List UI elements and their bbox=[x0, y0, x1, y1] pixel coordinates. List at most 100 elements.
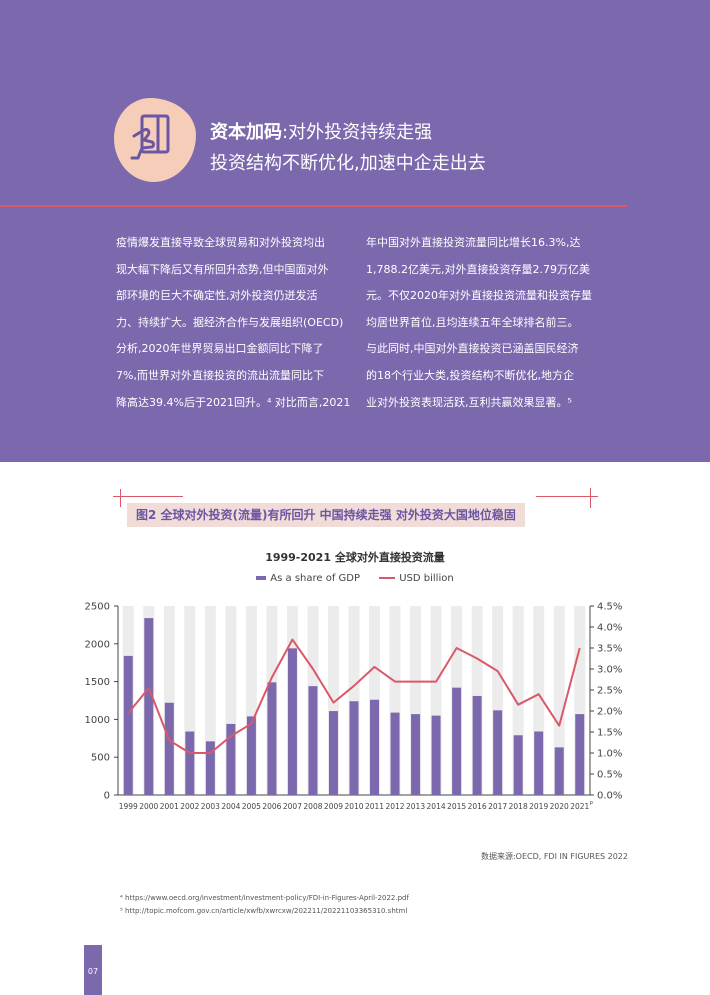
x-tick-label: 2000 bbox=[139, 802, 158, 811]
data-source: 数据来源:OECD, FDI IN FIGURES 2022 bbox=[480, 852, 628, 861]
x-tick-label: 2014 bbox=[427, 802, 446, 811]
body-line: 降高达39.4%后于2021回升。⁴ 对比而言,2021 bbox=[116, 395, 351, 409]
x-tick-label: 2020 bbox=[550, 802, 569, 811]
bar bbox=[349, 701, 359, 795]
bar bbox=[328, 711, 338, 795]
x-tick-label: 2009 bbox=[324, 802, 343, 811]
x-tick-label: 1999 bbox=[119, 802, 138, 811]
divider bbox=[0, 205, 627, 207]
column-stripe bbox=[410, 606, 422, 795]
column-stripe bbox=[574, 606, 586, 795]
body-line: 元。不仅2020年对外直接投资流量和投资存量 bbox=[366, 289, 592, 303]
column-stripe bbox=[184, 606, 196, 795]
deco-line bbox=[536, 496, 598, 497]
bar bbox=[144, 618, 154, 795]
bar bbox=[554, 747, 564, 795]
header-panel bbox=[0, 0, 710, 462]
deco-line bbox=[120, 489, 121, 507]
bar bbox=[472, 695, 482, 795]
body-text-right: 年中国对外直接投资流量同比增长16.3%,达 1,788.2亿美元,对外直接投资… bbox=[366, 230, 598, 416]
y-tick-label-right: 3.0% bbox=[597, 665, 622, 676]
y-tick-label-left: 1000 bbox=[85, 715, 110, 726]
x-tick-label: 2005 bbox=[242, 802, 261, 811]
body-line: 7%,而世界对外直接投资的流出流量同比下 bbox=[116, 368, 324, 382]
footnote: ⁴ https://www.oecd.org/investment/invest… bbox=[120, 894, 409, 902]
body-line: 1,788.2亿美元,对外直接投资存量2.79万亿美 bbox=[366, 262, 590, 276]
column-stripe bbox=[245, 606, 257, 795]
y-tick-label-left: 1500 bbox=[85, 677, 110, 688]
bar bbox=[205, 741, 215, 795]
bar bbox=[246, 716, 256, 795]
body-line: 业对外投资表现活跃,互利共赢效果显著。⁵ bbox=[366, 395, 572, 409]
x-tick-label: 2010 bbox=[344, 802, 363, 811]
x-tick-label: 2017 bbox=[488, 802, 507, 811]
x-tick-label: 2001 bbox=[160, 802, 179, 811]
column-stripe bbox=[389, 606, 401, 795]
column-stripe bbox=[163, 606, 175, 795]
column-stripe bbox=[225, 606, 237, 795]
bar bbox=[452, 687, 462, 795]
footnotes: ⁴ https://www.oecd.org/investment/invest… bbox=[120, 892, 409, 918]
bar bbox=[534, 731, 544, 795]
x-tick-suffix: p bbox=[590, 800, 593, 806]
chart-title: 1999-2021 全球对外直接投资流量 bbox=[265, 551, 445, 564]
column-stripe bbox=[204, 606, 216, 795]
x-tick-label: 2006 bbox=[262, 802, 281, 811]
figure-heading: 图2 全球对外投资(流量)有所回升 中国持续走强 对外投资大国地位稳固 bbox=[127, 503, 525, 527]
y-tick-label-right: 4.0% bbox=[597, 623, 622, 634]
deco-line bbox=[113, 496, 183, 497]
body-line: 年中国对外直接投资流量同比增长16.3%,达 bbox=[366, 236, 581, 249]
x-tick-label: 2015 bbox=[447, 802, 466, 811]
body-line: 疫情爆发直接导致全球贸易和对外投资均出 bbox=[116, 236, 325, 249]
title-rest: :对外投资持续走强 bbox=[282, 122, 433, 143]
page-number: 07 bbox=[87, 967, 99, 976]
bar bbox=[308, 686, 318, 795]
bar bbox=[575, 714, 585, 795]
column-stripe bbox=[348, 606, 360, 795]
legend-item-bar: As a share of GDP bbox=[256, 573, 360, 584]
y-tick-label-right: 0.5% bbox=[597, 770, 622, 781]
legend-label: USD billion bbox=[399, 573, 454, 584]
footnote: ⁵ http://topic.mofcom.gov.cn/article/xwf… bbox=[120, 907, 408, 915]
x-tick-label: 2004 bbox=[221, 802, 240, 811]
y-tick-label-right: 2.0% bbox=[597, 707, 622, 718]
x-tick-label: 2016 bbox=[468, 802, 487, 811]
x-tick-label: 2008 bbox=[303, 802, 322, 811]
x-tick-label: 2012 bbox=[385, 802, 404, 811]
y-tick-label-right: 3.5% bbox=[597, 644, 622, 655]
bar bbox=[164, 702, 174, 795]
bar bbox=[287, 648, 297, 795]
title-bold: 资本加码 bbox=[210, 122, 282, 143]
body-text-left: 疫情爆发直接导致全球贸易和对外投资均出 现大幅下降后又有所回升态势,但中国面对外… bbox=[116, 230, 351, 416]
x-tick-label: 2011 bbox=[365, 802, 384, 811]
column-stripe bbox=[553, 606, 565, 795]
body-line: 的18个行业大类,投资结构不断优化,地方企 bbox=[366, 368, 574, 382]
column-stripe bbox=[327, 606, 339, 795]
body-line: 均居世界首位,且均连续五年全球排名前三。 bbox=[366, 315, 579, 329]
y-tick-label-left: 500 bbox=[91, 753, 110, 764]
page-tab: 07 bbox=[84, 945, 102, 995]
bar bbox=[123, 655, 133, 795]
y-tick-label-right: 2.5% bbox=[597, 686, 622, 697]
deco-line bbox=[590, 488, 591, 508]
legend-swatch-line bbox=[379, 577, 396, 579]
x-tick-label: 2007 bbox=[283, 802, 302, 811]
x-tick-label: 2018 bbox=[509, 802, 528, 811]
x-tick-label: 2019 bbox=[529, 802, 548, 811]
series-line bbox=[127, 638, 581, 754]
x-tick-label: 2002 bbox=[180, 802, 199, 811]
column-stripe bbox=[533, 606, 545, 795]
x-tick-label: 2013 bbox=[406, 802, 425, 811]
bar bbox=[513, 735, 523, 795]
bar bbox=[431, 715, 441, 795]
y-tick-label-left: 2000 bbox=[85, 639, 110, 650]
y-tick-label-right: 0.0% bbox=[597, 791, 622, 802]
bar bbox=[267, 682, 277, 795]
legend-item-line: USD billion bbox=[379, 573, 454, 584]
body-line: 现大幅下降后又有所回升态势,但中国面对外 bbox=[116, 262, 329, 276]
bar bbox=[370, 699, 380, 795]
y-tick-label-right: 1.5% bbox=[597, 728, 622, 739]
body-line: 部环境的巨大不确定性,对外投资仍迸发活 bbox=[116, 289, 318, 303]
legend-label: As a share of GDP bbox=[270, 573, 361, 584]
